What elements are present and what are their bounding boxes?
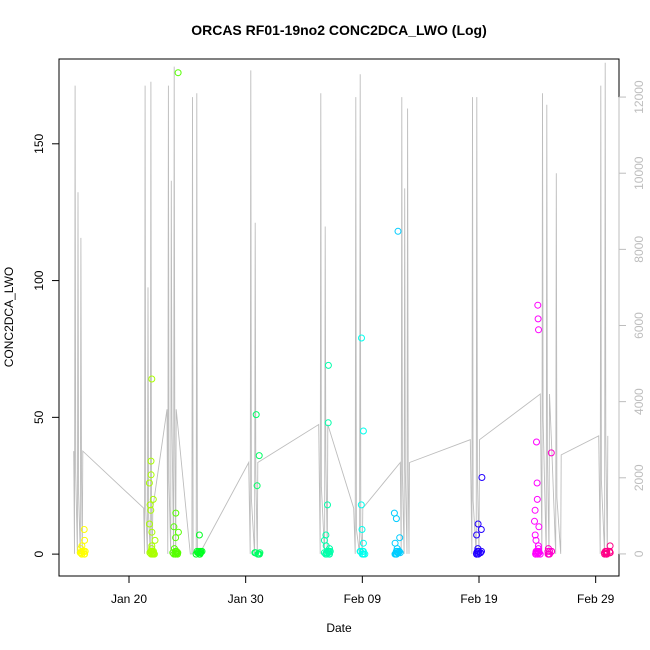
y-tick-label: 100 (32, 270, 46, 290)
data-points (76, 69, 614, 558)
data-point (358, 526, 366, 533)
x-axis-label: Date (326, 621, 352, 635)
y2-tick-label: 6000 (632, 312, 646, 339)
data-point (534, 301, 542, 309)
data-point (322, 531, 330, 539)
data-point (535, 545, 542, 553)
y2-tick-label: 2000 (632, 464, 646, 491)
data-point (195, 547, 203, 555)
y2-tick-label: 4000 (632, 388, 646, 415)
x-tick-label: Jan 30 (228, 592, 264, 606)
data-point (170, 523, 178, 531)
data-point (147, 506, 155, 514)
data-point (359, 539, 367, 547)
data-point (544, 545, 552, 553)
x-tick-label: Feb 09 (344, 592, 382, 606)
data-point (390, 509, 398, 517)
data-point (474, 545, 482, 553)
data-point (357, 501, 365, 509)
y2-tick-label: 8000 (632, 236, 646, 263)
data-point (148, 545, 156, 553)
data-point (174, 69, 182, 77)
data-point (78, 542, 86, 550)
data-point (394, 227, 402, 235)
data-point (478, 474, 486, 481)
data-point (146, 549, 154, 557)
data-point (535, 523, 543, 531)
y-tick-label: 50 (32, 410, 46, 424)
data-point (531, 506, 539, 514)
data-point (170, 545, 178, 553)
y2-tick-label: 12000 (632, 80, 646, 114)
data-point (602, 547, 610, 555)
y-axis-label: CONC2DCA_LWO (2, 267, 16, 367)
y2-axis: 0 2000 4000 6000 8000 10000 12000 (618, 80, 646, 557)
data-point (396, 534, 404, 542)
secondary-series-lines (73, 62, 609, 555)
data-point (252, 411, 260, 419)
y2-tick-label: 10000 (632, 156, 646, 190)
y-tick-label: 150 (32, 133, 46, 153)
data-point (149, 495, 157, 503)
data-point (324, 361, 332, 369)
data-point (148, 542, 156, 550)
data-point (393, 547, 401, 555)
data-point (533, 438, 540, 446)
data-point (256, 549, 264, 557)
x-tick-label: Feb 19 (460, 592, 498, 606)
data-point (147, 457, 155, 465)
data-point (193, 547, 201, 555)
data-point (80, 526, 88, 533)
data-point (531, 531, 539, 539)
data-point (255, 452, 263, 460)
data-point (359, 547, 367, 555)
data-point (606, 542, 614, 550)
data-point (474, 520, 482, 528)
data-point (532, 536, 540, 544)
data-point (252, 549, 260, 557)
data-point (145, 479, 153, 487)
data-point (531, 517, 538, 525)
data-point (547, 449, 555, 457)
data-point (146, 501, 154, 509)
data-point (81, 536, 89, 544)
data-point (151, 536, 159, 544)
data-point (172, 534, 180, 542)
data-point (326, 547, 334, 555)
data-point (359, 427, 367, 435)
x-tick-label: Jan 20 (111, 592, 147, 606)
data-point (475, 547, 483, 555)
data-point (535, 326, 542, 334)
data-point (253, 482, 261, 490)
data-point (477, 526, 485, 533)
data-point (174, 528, 182, 536)
data-point (324, 501, 331, 509)
data-point (391, 539, 399, 547)
data-point (198, 547, 206, 555)
data-point (172, 509, 180, 517)
data-point (533, 479, 541, 487)
data-point (473, 531, 481, 539)
data-point (534, 315, 542, 323)
x-tick-label: Feb 29 (577, 592, 615, 606)
y-axis: 0 50 100 150 (32, 133, 60, 557)
y-tick-label: 0 (32, 550, 46, 557)
data-point (148, 375, 156, 383)
data-point (533, 495, 541, 503)
data-point (358, 334, 365, 342)
data-point (148, 528, 156, 536)
data-point (147, 471, 155, 479)
data-point (195, 531, 203, 539)
y2-tick-label: 0 (632, 550, 646, 557)
data-point (357, 547, 365, 555)
secondary-series-line (73, 62, 609, 555)
data-point (324, 419, 332, 427)
x-axis: Jan 20 Jan 30 Feb 09 Feb 19 Feb 29 (111, 575, 615, 606)
data-point (146, 520, 153, 528)
chart-title: ORCAS RF01-19no2 CONC2DCA_LWO (Log) (191, 22, 487, 38)
